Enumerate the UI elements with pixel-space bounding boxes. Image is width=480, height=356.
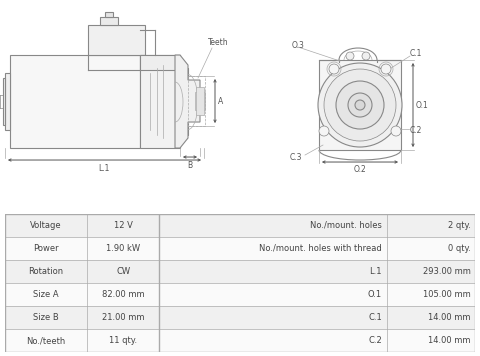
Text: 105.00 mm: 105.00 mm bbox=[423, 290, 470, 299]
Text: O.1: O.1 bbox=[368, 290, 382, 299]
Text: No./mount. holes: No./mount. holes bbox=[310, 221, 382, 230]
Text: No./mount. holes with thread: No./mount. holes with thread bbox=[259, 244, 382, 253]
Text: C.2: C.2 bbox=[410, 126, 422, 135]
Text: No./teeth: No./teeth bbox=[26, 336, 66, 345]
Bar bbox=[140, 55, 180, 148]
Bar bbox=[100, 17, 118, 25]
Circle shape bbox=[319, 126, 329, 136]
Text: O.1: O.1 bbox=[416, 100, 429, 110]
Circle shape bbox=[336, 81, 384, 129]
Text: Power: Power bbox=[33, 244, 59, 253]
Circle shape bbox=[318, 63, 402, 147]
Bar bbox=[196, 87, 204, 115]
Text: Teeth: Teeth bbox=[208, 38, 228, 47]
Bar bbox=[3, 78, 5, 125]
Text: C.2: C.2 bbox=[368, 336, 382, 345]
Bar bbox=[180, 68, 188, 135]
Text: Size B: Size B bbox=[33, 313, 59, 322]
Text: 14.00 mm: 14.00 mm bbox=[428, 336, 470, 345]
Text: Size A: Size A bbox=[33, 290, 59, 299]
Bar bbox=[5, 329, 475, 352]
Bar bbox=[5, 214, 475, 237]
Circle shape bbox=[355, 100, 365, 110]
Bar bbox=[319, 60, 401, 150]
Text: 11 qty.: 11 qty. bbox=[109, 336, 137, 345]
Bar bbox=[140, 55, 180, 70]
Circle shape bbox=[324, 69, 396, 141]
Text: B: B bbox=[187, 161, 192, 170]
Circle shape bbox=[362, 52, 370, 60]
Text: 1.90 kW: 1.90 kW bbox=[106, 244, 140, 253]
Circle shape bbox=[329, 64, 339, 74]
Text: O.2: O.2 bbox=[354, 165, 366, 174]
Text: O.3: O.3 bbox=[292, 41, 305, 49]
Bar bbox=[5, 283, 475, 306]
Circle shape bbox=[381, 64, 391, 74]
Circle shape bbox=[348, 93, 372, 117]
Text: 21.00 mm: 21.00 mm bbox=[102, 313, 144, 322]
Text: 0 qty.: 0 qty. bbox=[448, 244, 470, 253]
Text: C.3: C.3 bbox=[289, 152, 302, 162]
Text: A: A bbox=[218, 96, 223, 105]
Text: L.1: L.1 bbox=[370, 267, 382, 276]
Bar bbox=[5, 73, 10, 130]
Text: 14.00 mm: 14.00 mm bbox=[428, 313, 470, 322]
Text: Rotation: Rotation bbox=[29, 267, 64, 276]
Circle shape bbox=[391, 126, 401, 136]
Bar bbox=[5, 260, 475, 283]
Text: 12 V: 12 V bbox=[114, 221, 132, 230]
Bar bbox=[195, 92, 205, 110]
Bar bbox=[105, 12, 113, 17]
Text: C.1: C.1 bbox=[410, 48, 422, 58]
Text: Voltage: Voltage bbox=[30, 221, 62, 230]
Text: L.1: L.1 bbox=[98, 164, 110, 173]
Text: 293.00 mm: 293.00 mm bbox=[422, 267, 470, 276]
Text: 2 qty.: 2 qty. bbox=[448, 221, 470, 230]
Bar bbox=[88, 25, 145, 55]
Polygon shape bbox=[175, 55, 200, 148]
Bar bbox=[10, 55, 140, 148]
Bar bbox=[5, 237, 475, 260]
Text: CW: CW bbox=[116, 267, 130, 276]
Circle shape bbox=[346, 52, 354, 60]
Bar bbox=[188, 76, 205, 126]
Bar bbox=[5, 306, 475, 329]
Text: 82.00 mm: 82.00 mm bbox=[102, 290, 144, 299]
Text: C.1: C.1 bbox=[368, 313, 382, 322]
